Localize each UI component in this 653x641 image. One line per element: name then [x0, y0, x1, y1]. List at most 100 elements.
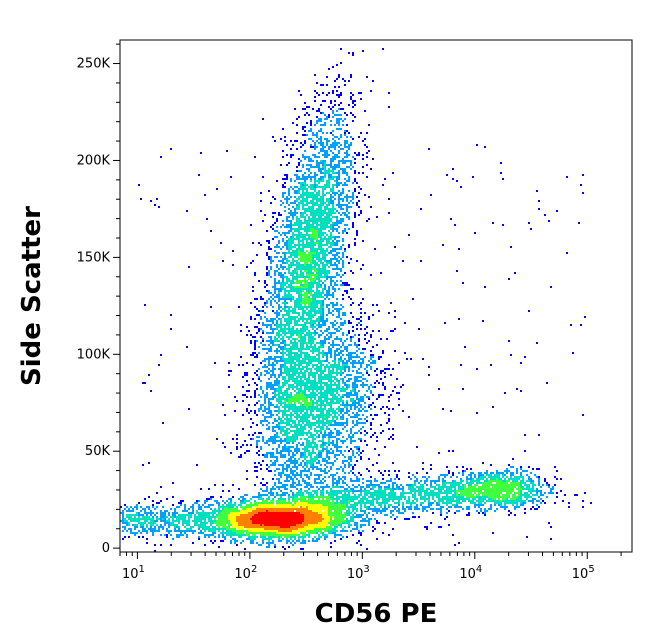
event-dot [330, 354, 332, 356]
event-dot [218, 528, 220, 530]
event-dot [286, 268, 288, 270]
event-dot [300, 390, 302, 392]
event-dot [324, 414, 326, 416]
event-dot [348, 352, 350, 354]
event-dot [298, 288, 300, 290]
event-dot [332, 492, 334, 494]
event-dot [222, 526, 224, 528]
event-dot [308, 334, 310, 336]
event-dot [280, 284, 282, 286]
event-dot [340, 418, 342, 420]
event-dot [356, 380, 358, 382]
event-dot [280, 320, 282, 322]
event-dot [292, 276, 294, 278]
event-dot [346, 156, 348, 158]
event-dot [240, 514, 242, 516]
event-dot [342, 158, 344, 160]
event-dot [306, 462, 308, 464]
event-dot [298, 356, 300, 358]
event-dot [320, 208, 322, 210]
event-dot [274, 270, 276, 272]
event-dot [388, 414, 390, 416]
event-dot [324, 232, 326, 234]
event-dot [314, 524, 316, 526]
event-dot [326, 514, 328, 516]
event-dot [304, 394, 306, 396]
event-dot [302, 182, 304, 184]
event-dot [290, 320, 292, 322]
event-dot [336, 308, 338, 310]
event-dot [344, 322, 346, 324]
event-dot [298, 228, 300, 230]
event-dot [320, 302, 322, 304]
event-dot [332, 200, 334, 202]
event-dot [290, 332, 292, 334]
event-dot [298, 218, 300, 220]
event-dot [292, 520, 294, 522]
event-dot [326, 164, 328, 166]
event-dot [338, 122, 340, 124]
event-dot [346, 422, 348, 424]
event-dot [320, 422, 322, 424]
event-dot [292, 236, 294, 238]
event-dot [286, 508, 288, 510]
event-dot [300, 220, 302, 222]
event-dot [294, 260, 296, 262]
event-dot [334, 362, 336, 364]
event-dot [320, 368, 322, 370]
event-dot [304, 516, 306, 518]
event-dot [342, 440, 344, 442]
event-dot [314, 368, 316, 370]
event-dot [330, 224, 332, 226]
event-dot [268, 358, 270, 360]
event-dot [258, 328, 260, 330]
event-dot [318, 286, 320, 288]
event-dot [302, 228, 304, 230]
event-dot [332, 264, 334, 266]
event-dot [320, 262, 322, 264]
event-dot [312, 208, 314, 210]
event-dot [292, 188, 294, 190]
event-dot [298, 354, 300, 356]
event-dot [280, 524, 282, 526]
event-dot [282, 360, 284, 362]
event-dot [286, 218, 288, 220]
event-dot [298, 432, 300, 434]
event-dot [338, 142, 340, 144]
event-dot [312, 216, 314, 218]
event-dot [346, 512, 348, 514]
event-dot [306, 348, 308, 350]
event-dot [306, 238, 308, 240]
event-dot [344, 460, 346, 462]
event-dot [294, 352, 296, 354]
event-dot [332, 326, 334, 328]
event-dot [304, 392, 306, 394]
event-dot [300, 264, 302, 266]
event-dot [274, 376, 276, 378]
event-dot [298, 190, 300, 192]
event-dot [314, 204, 316, 206]
event-dot [318, 242, 320, 244]
event-dot [346, 354, 348, 356]
event-dot [306, 420, 308, 422]
event-dot [294, 244, 296, 246]
event-dot [358, 430, 360, 432]
event-dot [286, 380, 288, 382]
event-dot [332, 418, 334, 420]
event-dot [354, 244, 356, 246]
event-dot [324, 280, 326, 282]
event-dot [322, 386, 324, 388]
event-dot [308, 454, 310, 456]
event-dot [354, 172, 356, 174]
event-dot [256, 514, 258, 516]
event-dot [302, 318, 304, 320]
event-dot [304, 200, 306, 202]
event-dot [266, 370, 268, 372]
event-dot [328, 164, 330, 166]
event-dot [260, 510, 262, 512]
event-dot [336, 454, 338, 456]
event-dot [232, 530, 234, 532]
event-dot [296, 244, 298, 246]
event-dot [300, 214, 302, 216]
event-dot [300, 502, 302, 504]
